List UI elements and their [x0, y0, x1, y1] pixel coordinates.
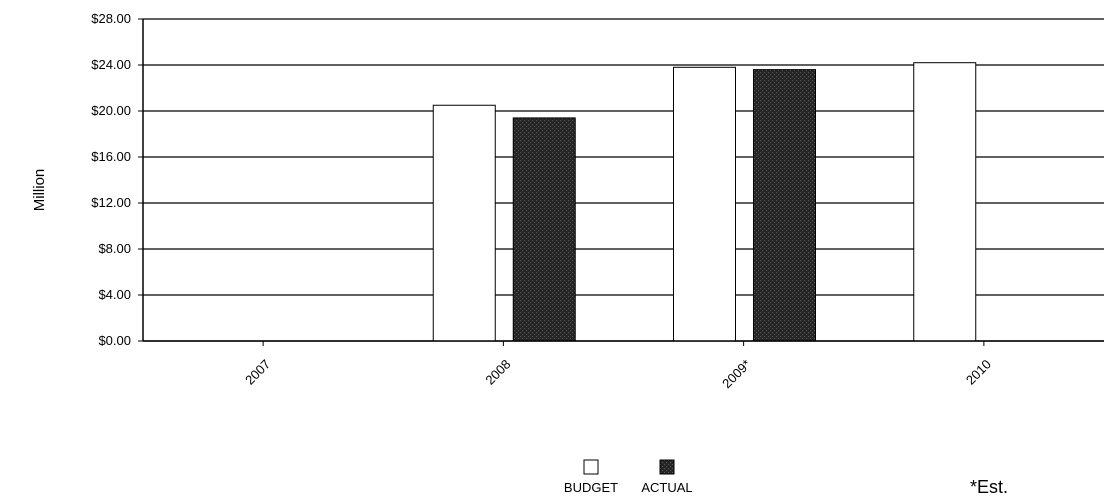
y-tick-label: $12.00 [91, 195, 131, 210]
y-tick-label: $24.00 [91, 57, 131, 72]
bar-budget-2009 [673, 66, 736, 342]
bar-budget-2008 [432, 104, 496, 342]
bars [432, 62, 977, 342]
bar-actual-2008 [512, 117, 576, 342]
x-axis-ticks: 2007 2008 2009* 2010 [242, 341, 994, 391]
y-axis-ticks: $0.00 $4.00 $8.00 $12.00 $16.00 $20.00 $24.00 $… [91, 11, 143, 348]
axes [142, 19, 1104, 342]
x-tick-label: 2008 [482, 357, 513, 388]
legend-swatch-actual [659, 459, 675, 475]
bar-actual-2009 [753, 69, 816, 342]
legend: BUDGET ACTUAL [564, 459, 693, 495]
legend-label-actual: ACTUAL [641, 480, 692, 495]
y-tick-label: $16.00 [91, 149, 131, 164]
y-tick-label: $4.00 [98, 287, 131, 302]
y-axis-title: Million [31, 169, 48, 212]
estimate-note: *Est. [970, 477, 1008, 497]
gridlines [143, 18, 1104, 342]
y-tick-label: $0.00 [98, 333, 131, 348]
y-tick-label: $20.00 [91, 103, 131, 118]
bar-budget-2010 [913, 62, 977, 342]
y-tick-label: $8.00 [98, 241, 131, 256]
legend-swatch-budget [583, 459, 599, 475]
y-tick-label: $28.00 [91, 11, 131, 26]
x-tick-label: 2009* [719, 357, 754, 392]
x-tick-label: 2007 [242, 357, 273, 388]
legend-label-budget: BUDGET [564, 480, 618, 495]
x-tick-label: 2010 [963, 357, 994, 388]
